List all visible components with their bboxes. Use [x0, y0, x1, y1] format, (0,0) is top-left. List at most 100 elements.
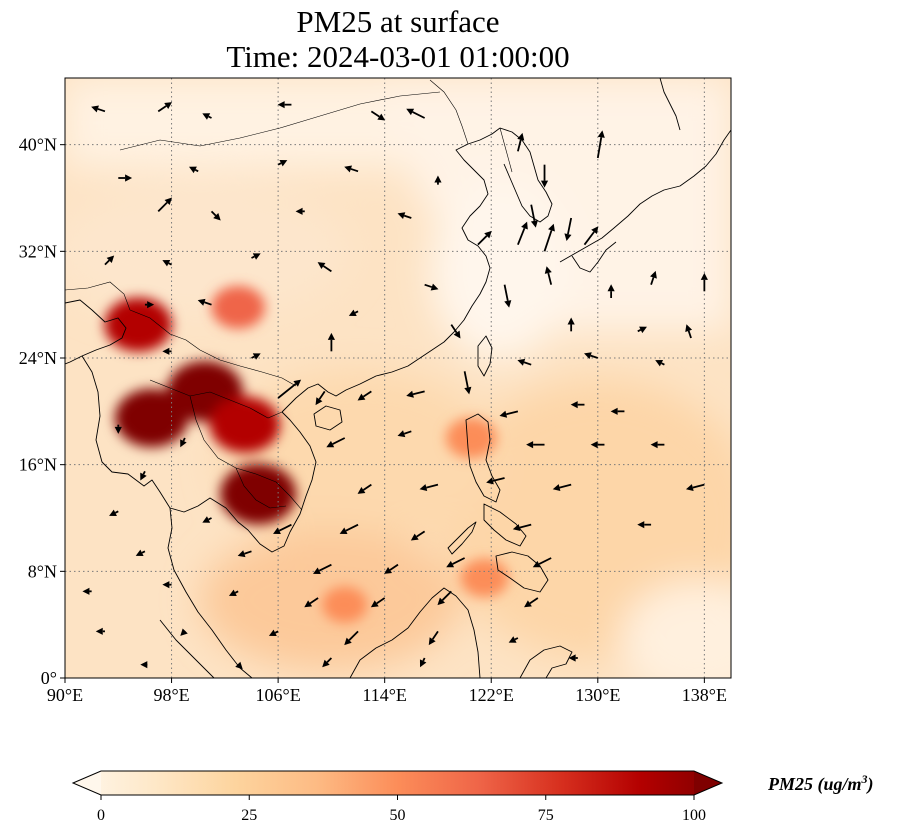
wind-arrow: [570, 401, 585, 409]
colorbar-tick-label: 75: [538, 807, 554, 824]
wind-arrow: [590, 441, 605, 449]
colorbar-label: PM25 (ug/m3): [768, 772, 874, 795]
x-tick-label: 122°E: [469, 685, 514, 705]
colorbar-under-extend: [73, 771, 101, 795]
wind-arrow: [508, 636, 519, 643]
wind-arrow: [315, 390, 326, 406]
wind-arrow: [189, 166, 199, 174]
wind-arrow: [95, 627, 105, 635]
colorbar-tick-label: 25: [241, 807, 257, 824]
wind-arrow: [568, 654, 578, 662]
title-line-2: Time: 2024-03-01 01:00:00: [226, 39, 570, 74]
wind-arrow: [517, 358, 532, 366]
colorbar-label-text: PM25 (ug/m: [768, 774, 862, 794]
x-tick-label: 106°E: [256, 685, 301, 705]
wind-arrow: [277, 101, 292, 109]
y-tick-label: 16°N: [19, 455, 57, 475]
colorbar: 0 25 50 75 100: [71, 770, 724, 824]
wind-arrow: [419, 657, 427, 668]
map-title: PM25 at surface Time: 2024-03-01 01:00:0…: [65, 4, 731, 74]
wind-arrow: [526, 441, 545, 449]
colorbar-tick-label: 100: [682, 807, 706, 824]
wind-arrow: [552, 483, 572, 492]
country-borders: [65, 79, 513, 511]
coast-korea: [499, 127, 553, 223]
wind-arrow: [584, 352, 599, 360]
wind-arrow: [564, 217, 573, 241]
wind-arrow: [397, 430, 412, 438]
wind-arrow: [157, 102, 173, 113]
wind-arrow: [235, 661, 243, 670]
wind-arrow: [140, 661, 148, 669]
wind-arrow: [503, 284, 512, 308]
wind-arrow: [144, 301, 155, 309]
wind-arrow: [326, 437, 346, 448]
wind-arrow: [313, 563, 332, 574]
wind-arrow: [446, 557, 466, 568]
wind-arrow: [499, 410, 519, 418]
wind-arrow: [384, 563, 399, 574]
wind-arrow: [583, 226, 599, 246]
coast-palawan: [447, 521, 477, 555]
wind-arrow: [650, 441, 665, 449]
wind-arrow: [344, 630, 359, 646]
wind-arrow: [317, 262, 332, 273]
wind-arrow: [162, 259, 172, 267]
wind-arrow: [304, 597, 319, 608]
colorbar-tick-label: 0: [97, 807, 105, 824]
hotspot-4: [220, 463, 297, 525]
wind-arrow: [517, 221, 528, 246]
wind-arrow: [268, 629, 279, 637]
wind-arrow: [424, 283, 439, 291]
wind-arrow: [273, 523, 292, 534]
y-tick-label: 0°: [41, 668, 57, 688]
wind-arrow: [655, 359, 665, 367]
coast-japan: [559, 129, 731, 263]
wind-arrow: [140, 470, 147, 481]
coast-luzon: [465, 413, 501, 503]
wind-arrow: [410, 530, 426, 541]
wind-arrow: [486, 477, 505, 485]
wind-arrow: [567, 317, 575, 332]
y-tick-label: 40°N: [19, 135, 57, 155]
wind-arrow: [251, 253, 261, 260]
wind-arrow: [637, 326, 647, 334]
wind-arrow: [530, 204, 538, 228]
wind-arrow: [397, 212, 412, 220]
wind-arrow: [295, 207, 305, 215]
gridlines: [65, 78, 731, 678]
coast-visayas: [483, 503, 527, 547]
wind-arrow: [607, 284, 615, 298]
wind-arrow: [104, 255, 115, 266]
wind-arrow: [348, 309, 359, 317]
colorbar-tick-label: 50: [390, 807, 406, 824]
wind-arrow: [685, 483, 705, 492]
y-tick-label: 32°N: [19, 241, 57, 261]
coast-kyushu: [571, 241, 617, 273]
wind-arrow: [114, 424, 122, 434]
coast-india-myanmar: [65, 299, 127, 365]
wind-arrow: [477, 230, 492, 246]
wind-arrow: [162, 581, 172, 589]
colorbar-body: [73, 771, 722, 795]
pm25-field-variations: [65, 78, 731, 678]
wind-arrow: [197, 298, 212, 306]
wind-arrow: [610, 407, 625, 415]
coast-mindanao: [495, 551, 549, 593]
colorbar-ticks: 0 25 50 75 100: [97, 795, 706, 824]
wind-arrow: [118, 174, 133, 182]
map-axes: 90°E 98°E 106°E 114°E 122°E 130°E 138°E 0° 8°N 16…: [19, 135, 727, 705]
hotspot-0: [104, 297, 173, 352]
wind-arrow: [434, 175, 442, 185]
x-tick-label: 138°E: [682, 685, 727, 705]
wind-arrow: [322, 657, 333, 668]
wind-arrow: [202, 516, 212, 523]
wind-arrow: [370, 597, 386, 608]
coast-borneo: [349, 587, 481, 678]
coast-sulawesi: [519, 645, 573, 678]
wind-arrow: [700, 272, 708, 292]
colorbar-label-exponent: 3: [861, 772, 868, 786]
colorbar-over-extend: [694, 771, 722, 795]
wind-arrow: [162, 347, 172, 355]
wind-arrow: [406, 390, 425, 398]
